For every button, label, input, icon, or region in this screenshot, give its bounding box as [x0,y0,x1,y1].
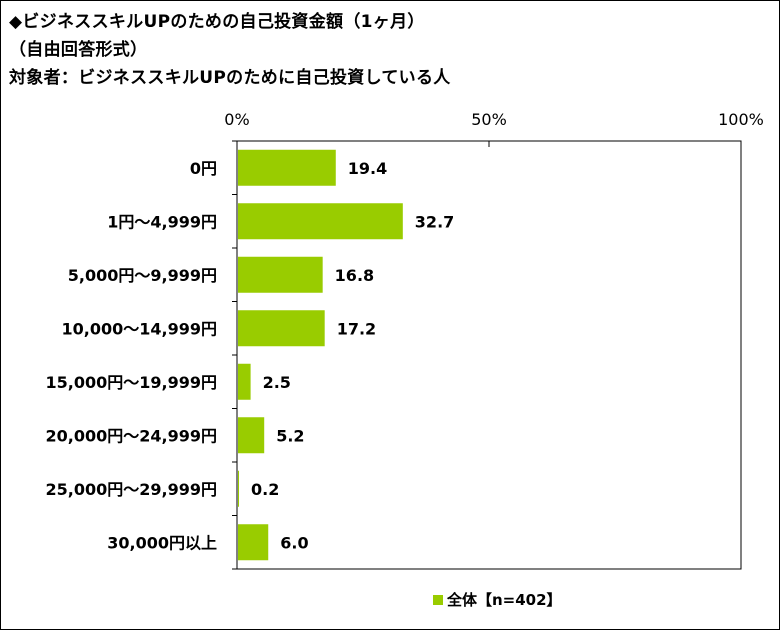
category-label: 30,000円以上 [107,533,217,552]
value-label: 16.8 [335,266,374,285]
legend-swatch [433,594,443,605]
category-label: 5,000円～9,999円 [68,266,217,285]
bar [238,149,336,186]
value-label: 0.2 [251,480,279,499]
category-label: 25,000円～29,999円 [46,480,218,499]
value-label: 2.5 [263,373,291,392]
bar [238,203,403,240]
chart-title-line-1: ◆ビジネススキルUPのための自己投資金額（1ヶ月） [9,12,425,32]
chart-title-line-2: （自由回答形式） [9,40,148,60]
value-label: 19.4 [348,159,387,178]
category-label: 0円 [190,159,217,178]
value-label: 5.2 [276,426,304,445]
bar [238,363,251,400]
value-label: 6.0 [280,533,308,552]
bar [238,256,323,293]
category-label: 20,000円～24,999円 [46,426,218,445]
legend: 全体【n=402】 [433,589,562,610]
x-tick-label: 100% [718,110,764,129]
bar [238,417,265,454]
bar [238,310,325,347]
category-label: 1円～4,999円 [107,212,217,231]
value-label: 32.7 [415,212,454,231]
bar [238,524,269,561]
category-label: 15,000円～19,999円 [46,373,218,392]
x-tick-label: 0% [224,110,249,129]
value-label: 17.2 [337,319,376,338]
bar [238,470,240,507]
category-label: 10,000～14,999円 [62,319,218,338]
legend-label: 全体【n=402】 [447,591,562,609]
x-tick-label: 50% [471,110,507,129]
chart-title-line-3: 対象者：ビジネススキルUPのために自己投資している人 [9,68,451,88]
